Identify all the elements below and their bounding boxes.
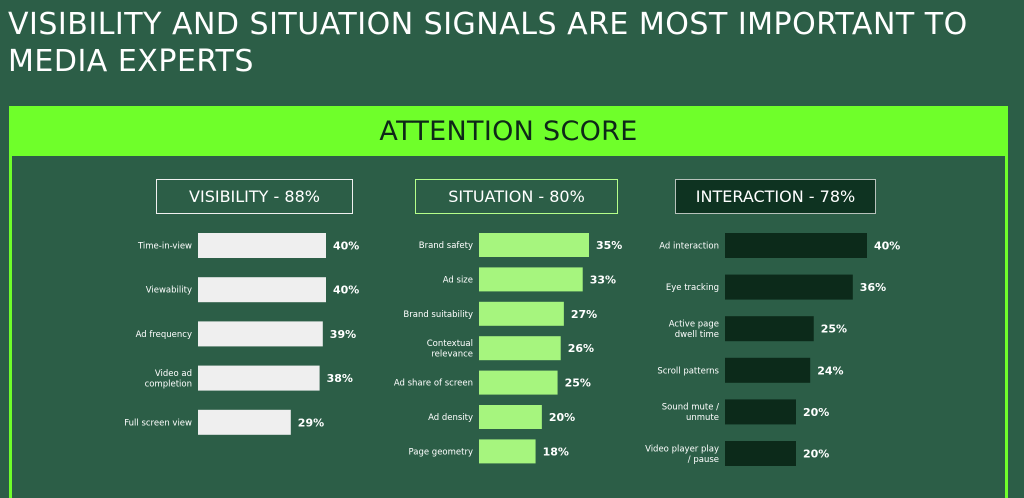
interaction-ad-interaction-bar <box>725 233 867 258</box>
visibility-header: VISIBILITY - 88% <box>156 179 353 214</box>
interaction-video-player-play-pause-value: 20% <box>803 448 829 461</box>
visibility-viewability-value: 40% <box>333 284 359 297</box>
situation-brand-safety-value: 35% <box>596 239 622 252</box>
situation-ad-share-of-screen-bar <box>479 370 558 395</box>
interaction-eye-tracking-label: Eye tracking <box>666 283 719 293</box>
interaction-active-page-dwell-time-bar <box>725 316 814 342</box>
visibility-time-in-view-bar <box>198 233 326 258</box>
situation-contextual-relevance-value: 26% <box>568 342 594 355</box>
visibility-full-screen-view-label: Full screen view <box>124 418 192 428</box>
situation-brand-suitability-label: Brand suitability <box>403 310 473 320</box>
interaction-scroll-patterns-bar <box>725 357 811 383</box>
visibility-full-screen-view-value: 29% <box>298 416 324 429</box>
interaction-ad-interaction-value: 40% <box>874 240 900 253</box>
situation-page-geometry-label: Page geometry <box>409 447 473 457</box>
situation-page-geometry-value: 18% <box>543 445 569 458</box>
situation-brand-safety-bar <box>479 233 589 257</box>
situation-page-geometry-bar <box>479 439 536 464</box>
interaction-ad-interaction-label: Ad interaction <box>659 242 719 252</box>
visibility-viewability-label: Viewability <box>146 286 192 296</box>
interaction-active-page-dwell-time-value: 25% <box>821 323 847 336</box>
situation-ad-size-value: 33% <box>590 273 616 286</box>
interaction-eye-tracking-bar <box>725 274 853 300</box>
situation-ad-share-of-screen-value: 25% <box>565 377 591 390</box>
visibility-ad-frequency-value: 39% <box>330 328 356 341</box>
situation-ad-share-of-screen-label: Ad share of screen <box>394 379 473 389</box>
interaction-scroll-patterns-label: Scroll patterns <box>657 366 719 376</box>
situation-brand-suitability-bar <box>479 301 564 326</box>
interaction-video-player-play-pause-bar <box>725 441 796 466</box>
situation-ad-density-bar <box>479 405 542 429</box>
situation-header: SITUATION - 80% <box>415 179 618 214</box>
interaction-sound-mute-unmute-label: Sound mute / unmute <box>662 403 719 424</box>
interaction-scroll-patterns-value: 24% <box>817 364 843 377</box>
visibility-video-ad-completion-label: Video ad completion <box>145 369 192 390</box>
situation-ad-density-label: Ad density <box>428 413 473 423</box>
situation-brand-suitability-value: 27% <box>571 308 597 321</box>
situation-contextual-relevance-label: Contextual relevance <box>427 339 473 360</box>
visibility-viewability-bar <box>198 277 326 303</box>
interaction-video-player-play-pause-label: Video player play / pause <box>645 444 719 465</box>
situation-brand-safety-label: Brand safety <box>419 241 473 251</box>
page-title: VISIBILITY AND SITUATION SIGNALS ARE MOS… <box>8 7 968 79</box>
situation-ad-density-value: 20% <box>549 411 575 424</box>
situation-ad-size-label: Ad size <box>443 275 473 285</box>
interaction-header: INTERACTION - 78% <box>675 179 876 214</box>
visibility-ad-frequency-label: Ad frequency <box>136 330 192 340</box>
visibility-video-ad-completion-bar <box>198 365 320 391</box>
interaction-sound-mute-unmute-bar <box>725 399 796 425</box>
interaction-sound-mute-unmute-value: 20% <box>803 406 829 419</box>
situation-ad-size-bar <box>479 267 583 292</box>
interaction-active-page-dwell-time-label: Active page dwell time <box>669 319 719 340</box>
visibility-ad-frequency-bar <box>198 321 323 347</box>
visibility-time-in-view-value: 40% <box>333 240 359 253</box>
interaction-eye-tracking-value: 36% <box>860 281 886 294</box>
situation-contextual-relevance-bar <box>479 336 561 361</box>
attention-score-banner: ATTENTION SCORE <box>9 106 1008 156</box>
visibility-full-screen-view-bar <box>198 409 291 435</box>
visibility-time-in-view-label: Time-in-view <box>137 242 192 252</box>
visibility-video-ad-completion-value: 38% <box>327 372 353 385</box>
